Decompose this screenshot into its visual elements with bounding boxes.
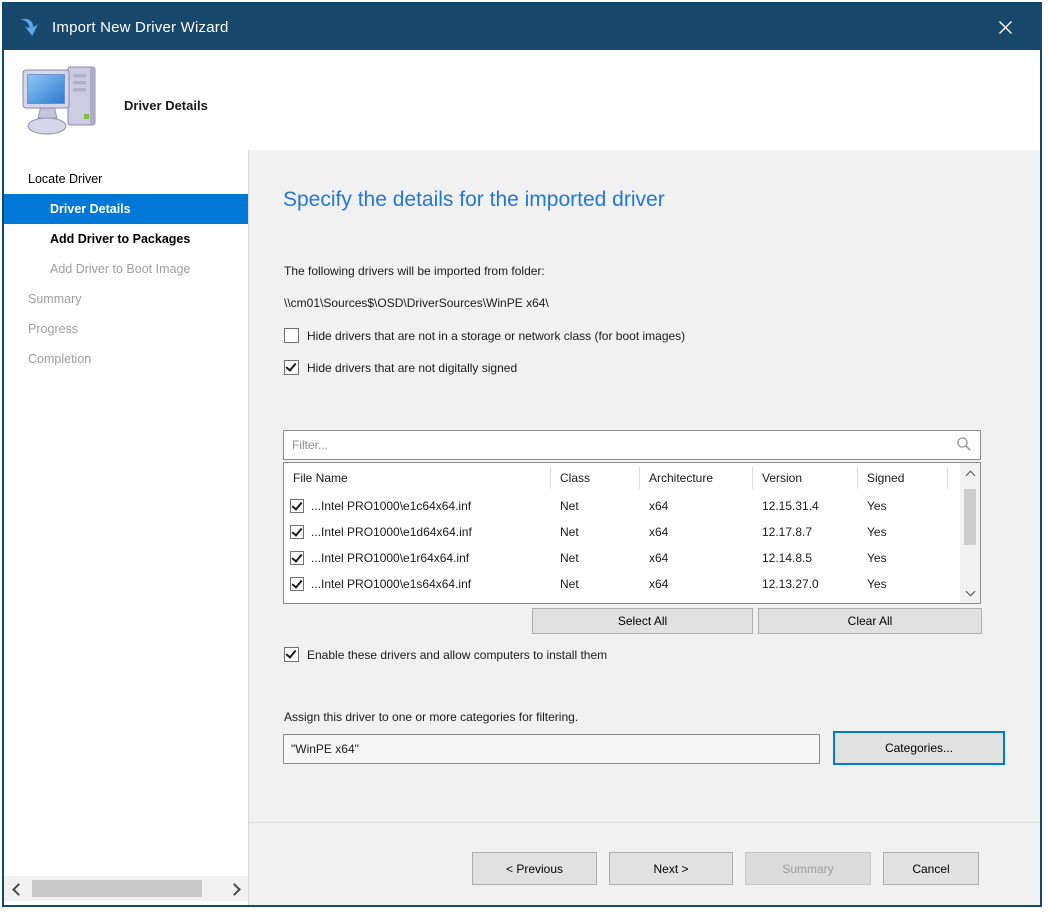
column-header-class[interactable]: Class — [551, 467, 640, 489]
nav-item-summary: Summary — [28, 292, 82, 306]
enable-drivers-checkbox-row: Enable these drivers and allow computers… — [284, 647, 607, 662]
driver-table: File Name Class Architecture Version Sig… — [283, 462, 981, 604]
scrollbar-thumb[interactable] — [32, 880, 202, 897]
next-button[interactable]: Next > — [609, 852, 733, 885]
column-header-version[interactable]: Version — [753, 467, 858, 489]
nav-item-progress: Progress — [28, 322, 79, 336]
sidebar-horizontal-scrollbar[interactable] — [4, 876, 248, 901]
enable-drivers-label: Enable these drivers and allow computers… — [307, 647, 608, 662]
cell-signed: Yes — [867, 525, 887, 539]
column-header-signed[interactable]: Signed — [858, 467, 948, 489]
cell-version: 12.15.31.4 — [762, 499, 819, 513]
cell-class: Net — [560, 577, 579, 591]
hide-unsigned-checkbox-row: Hide drivers that are not digitally sign… — [284, 360, 517, 375]
column-header-file-name[interactable]: File Name — [284, 467, 551, 489]
nav-item-driver-details[interactable]: Driver Details — [4, 194, 248, 224]
import-folder-text: The following drivers will be imported f… — [284, 264, 545, 278]
scroll-down-icon[interactable] — [960, 579, 980, 603]
cell-architecture: x64 — [649, 499, 669, 513]
scroll-right-icon[interactable] — [227, 882, 241, 896]
close-button[interactable] — [984, 4, 1026, 50]
cell-signed: Yes — [867, 577, 887, 591]
content-heading: Specify the details for the imported dri… — [283, 188, 665, 211]
filter-input[interactable] — [284, 438, 956, 452]
scroll-up-icon[interactable] — [960, 463, 980, 487]
hide-unsigned-label: Hide drivers that are not digitally sign… — [307, 360, 518, 375]
computer-icon — [20, 62, 106, 145]
footer-divider — [249, 822, 1040, 823]
close-icon — [998, 20, 1012, 34]
wizard-steps: Locate Driver Driver Details Add Driver … — [4, 164, 248, 374]
footer-buttons: < Previous Next > Summary Cancel — [249, 852, 979, 885]
table-row[interactable]: ...Intel PRO1000\e1s64x64.inf Net x64 12… — [284, 571, 980, 597]
assign-categories-text: Assign this driver to one or more catego… — [284, 710, 579, 724]
hide-storage-network-checkbox-row: Hide drivers that are not in a storage o… — [284, 328, 685, 343]
previous-button[interactable]: < Previous — [472, 852, 597, 885]
row-checkbox[interactable] — [290, 577, 304, 591]
cell-file-name: ...Intel PRO1000\e1s64x64.inf — [311, 577, 472, 591]
wizard-header: Driver Details — [4, 50, 1040, 151]
table-row[interactable]: ...Intel PRO1000\e1c64x64.inf Net x64 12… — [284, 493, 980, 519]
column-header-architecture[interactable]: Architecture — [640, 467, 753, 489]
cell-file-name: ...Intel PRO1000\e1r64x64.inf — [311, 551, 470, 565]
nav-item-add-driver-to-packages[interactable]: Add Driver to Packages — [50, 232, 191, 246]
clear-all-button[interactable]: Clear All — [758, 608, 982, 634]
scroll-left-icon[interactable] — [11, 882, 25, 896]
search-icon — [956, 436, 972, 455]
cell-file-name: ...Intel PRO1000\e1d64x64.inf — [311, 525, 472, 539]
hide-storage-network-label: Hide drivers that are not in a storage o… — [307, 328, 686, 343]
enable-drivers-checkbox[interactable] — [284, 647, 299, 662]
cell-class: Net — [560, 499, 579, 513]
cell-signed: Yes — [867, 499, 887, 513]
categories-field[interactable] — [283, 734, 820, 764]
hide-storage-network-checkbox[interactable] — [284, 328, 299, 343]
row-checkbox[interactable] — [290, 499, 304, 513]
window-title: Import New Driver Wizard — [52, 18, 229, 36]
select-all-button[interactable]: Select All — [532, 608, 753, 634]
categories-button[interactable]: Categories... — [833, 731, 1005, 765]
cell-version: 12.17.8.7 — [762, 525, 813, 539]
wizard-nav-sidebar: Locate Driver Driver Details Add Driver … — [4, 150, 249, 905]
cell-version: 12.14.8.5 — [762, 551, 813, 565]
cell-version: 12.13.27.0 — [762, 577, 819, 591]
table-row[interactable]: ...Intel PRO1000\e1d64x64.inf Net x64 12… — [284, 519, 980, 545]
filter-box — [283, 430, 981, 460]
table-row[interactable]: ...Intel PRO1000\e1r64x64.inf Net x64 12… — [284, 545, 980, 571]
nav-item-locate-driver[interactable]: Locate Driver — [28, 172, 103, 186]
cell-architecture: x64 — [649, 525, 669, 539]
driver-table-header: File Name Class Architecture Version Sig… — [284, 463, 980, 493]
nav-item-completion: Completion — [28, 352, 92, 366]
page-title: Driver Details — [124, 98, 208, 113]
cancel-button[interactable]: Cancel — [883, 852, 979, 885]
wizard-arrow-icon — [17, 14, 43, 40]
wizard-content: Specify the details for the imported dri… — [249, 150, 1040, 905]
table-vertical-scrollbar[interactable] — [960, 463, 980, 603]
row-checkbox[interactable] — [290, 525, 304, 539]
row-checkbox[interactable] — [290, 551, 304, 565]
summary-button: Summary — [745, 852, 871, 885]
scrollbar-thumb[interactable] — [964, 489, 976, 545]
cell-signed: Yes — [867, 551, 887, 565]
cell-architecture: x64 — [649, 551, 669, 565]
nav-item-add-driver-to-boot-image: Add Driver to Boot Image — [50, 262, 191, 276]
hide-unsigned-checkbox[interactable] — [284, 360, 299, 375]
folder-path: \\cm01\Sources$\OSD\DriverSources\WinPE … — [284, 296, 549, 310]
cell-class: Net — [560, 551, 579, 565]
cell-architecture: x64 — [649, 577, 669, 591]
cell-class: Net — [560, 525, 579, 539]
title-bar: Import New Driver Wizard — [4, 4, 1040, 50]
cell-file-name: ...Intel PRO1000\e1c64x64.inf — [311, 499, 472, 513]
